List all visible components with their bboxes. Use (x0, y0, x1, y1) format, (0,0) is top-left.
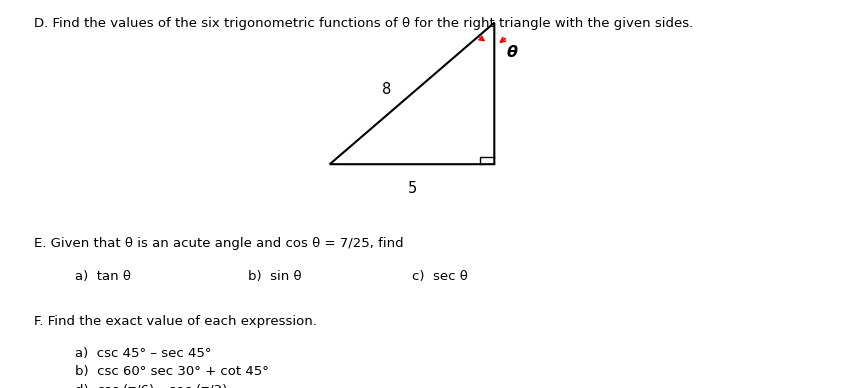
Text: b)  sin θ: b) sin θ (248, 270, 301, 283)
Text: a)  csc 45° – sec 45°: a) csc 45° – sec 45° (75, 347, 211, 360)
Text: c)  sec θ: c) sec θ (412, 270, 468, 283)
Text: 8: 8 (382, 82, 392, 97)
Text: a)  tan θ: a) tan θ (75, 270, 131, 283)
Text: 5: 5 (407, 181, 417, 196)
Text: D. Find the values of the six trigonometric functions of θ for the right triangl: D. Find the values of the six trigonomet… (33, 17, 692, 30)
Text: b)  csc 60° sec 30° + cot 45°: b) csc 60° sec 30° + cot 45° (75, 365, 268, 378)
Text: E. Given that θ is an acute angle and cos θ = 7/25, find: E. Given that θ is an acute angle and co… (33, 237, 404, 250)
Text: F. Find the exact value of each expression.: F. Find the exact value of each expressi… (33, 315, 316, 328)
Text: d)  csc (π/6) – sec (π/3): d) csc (π/6) – sec (π/3) (75, 383, 227, 388)
Text: θ: θ (506, 45, 518, 60)
